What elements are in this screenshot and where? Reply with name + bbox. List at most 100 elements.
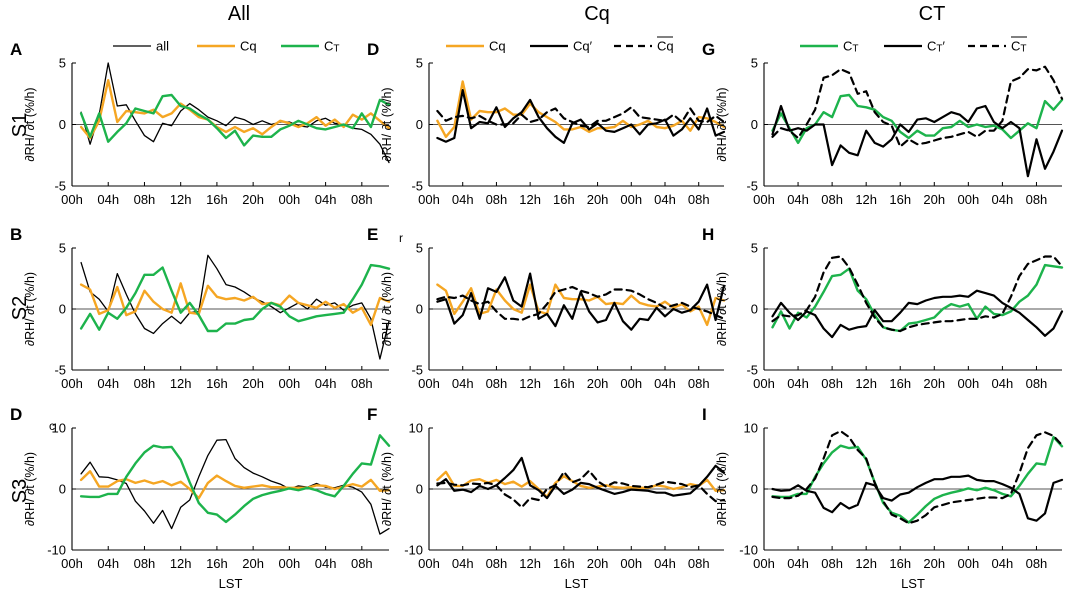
x-tick-label: 16h xyxy=(553,556,575,571)
x-tick-label: 08h xyxy=(134,376,156,391)
x-tick-label: 08h xyxy=(1026,376,1048,391)
x-tick-label: 12h xyxy=(170,556,192,571)
panel-letter: B xyxy=(10,225,22,244)
y-tick-label: 0 xyxy=(416,482,423,497)
x-tick-label: 04h xyxy=(992,556,1014,571)
y-tick-label: -10 xyxy=(739,543,758,558)
x-tick-label: 08h xyxy=(134,192,156,207)
x-tick-label: 04h xyxy=(315,556,337,571)
series-line-ct xyxy=(771,93,1064,145)
y-tick-label: 10 xyxy=(52,421,66,436)
y-tick-label: 0 xyxy=(751,482,758,497)
y-axis-label: ∂RH/ ∂t (%/h) xyxy=(380,87,394,161)
series-line-ct xyxy=(771,263,1064,333)
column-title-all: All xyxy=(228,3,250,25)
x-tick-label: 12h xyxy=(170,376,192,391)
series-line-ct xyxy=(771,289,1064,339)
x-tick-label: 12h xyxy=(855,556,877,571)
y-tick-label: -5 xyxy=(411,363,423,378)
legend-label: all xyxy=(156,39,169,54)
y-axis-label: ∂RH/ ∂t (%/h) xyxy=(715,452,729,526)
x-axis-label: LST xyxy=(565,576,589,591)
panel-letter: H xyxy=(702,225,714,244)
y-axis-label: ∂RH/ ∂t (%/h) xyxy=(23,87,37,161)
y-tick-label: 0 xyxy=(751,302,758,317)
x-tick-label: 04h xyxy=(787,192,809,207)
x-tick-label: 00h xyxy=(418,376,440,391)
y-tick-label: 5 xyxy=(751,56,758,71)
panel-d-s1: D -5 0 5 00h 04h 08h 12h 16h 20h 00h 04h 08h ∂RH/ ∂t … xyxy=(367,40,726,207)
x-tick-label: 04h xyxy=(97,192,119,207)
x-tick-label: 08h xyxy=(351,376,373,391)
panel-b-s2: B -5 0 5 00h 04h 08h 12h 16h 20h 00h 04h 08h ∂RH/ ∂t … xyxy=(10,225,391,391)
legend-label: CT′ xyxy=(927,39,946,55)
x-tick-label: 16h xyxy=(206,556,228,571)
y-tick-label: 5 xyxy=(59,56,66,71)
panel-h-s2: H -5 0 5 00h 04h 08h 12h 16h 20h 00h 04h 08h ∂RH/ ∂t … xyxy=(702,225,1064,391)
x-tick-label: 16h xyxy=(889,376,911,391)
x-tick-label: 16h xyxy=(889,192,911,207)
y-tick-label: 10 xyxy=(744,421,758,436)
legend-label: CT xyxy=(324,39,340,55)
x-tick-label: 20h xyxy=(587,192,609,207)
x-tick-label: 04h xyxy=(787,376,809,391)
x-tick-label: 00h xyxy=(279,376,301,391)
legend-label: Cq xyxy=(657,39,674,54)
x-tick-label: 08h xyxy=(486,376,508,391)
series-line-cq-mean xyxy=(436,106,726,129)
x-tick-label: 12h xyxy=(170,192,192,207)
x-tick-label: 16h xyxy=(889,556,911,571)
x-tick-label: 16h xyxy=(553,192,575,207)
stray-mark-c: c xyxy=(49,419,55,433)
x-tick-label: 08h xyxy=(688,192,710,207)
x-axis-label: LST xyxy=(901,576,925,591)
series-line-all xyxy=(80,62,390,164)
x-tick-label: 00h xyxy=(279,192,301,207)
x-tick-label: 00h xyxy=(418,192,440,207)
series-line-ct xyxy=(771,435,1064,524)
column-title-ct: CT xyxy=(919,3,946,25)
panel-letter: A xyxy=(10,40,22,59)
series-line-cq xyxy=(436,456,726,500)
panel-a-s1: A -5 0 5 00h 04h 08h 12h 16h 20h 00h 04h 08h ∂RH/ ∂t … xyxy=(10,40,391,207)
y-axis-label: ∂RH/ ∂t (%/h) xyxy=(715,87,729,161)
y-tick-label: 5 xyxy=(59,241,66,256)
x-tick-label: 20h xyxy=(587,376,609,391)
x-tick-label: 08h xyxy=(486,556,508,571)
x-tick-label: 20h xyxy=(923,556,945,571)
x-tick-label: 04h xyxy=(992,376,1014,391)
y-tick-label: -10 xyxy=(404,543,423,558)
y-tick-label: 0 xyxy=(416,117,423,132)
x-tick-label: 04h xyxy=(992,192,1014,207)
x-tick-label: 04h xyxy=(452,556,474,571)
x-tick-label: 12h xyxy=(855,192,877,207)
x-tick-label: 08h xyxy=(134,556,156,571)
x-tick-label: 08h xyxy=(351,556,373,571)
panel-d-s3: D -10 0 10 00h 04h 08h 12h 16h 20h 00h 04h 08h ∂RH/ ∂… xyxy=(10,405,391,591)
x-tick-label: 08h xyxy=(821,192,843,207)
legend-label: CT xyxy=(843,39,859,55)
x-tick-label: 12h xyxy=(519,556,541,571)
series-line-cq xyxy=(79,470,391,500)
x-tick-label: 16h xyxy=(206,192,228,207)
y-axis-label: ∂RH/ ∂t (%/h) xyxy=(380,272,394,346)
x-tick-label: 16h xyxy=(206,376,228,391)
x-tick-label: 00h xyxy=(957,556,979,571)
x-tick-label: 20h xyxy=(242,556,264,571)
x-tick-label: 08h xyxy=(1026,556,1048,571)
y-tick-label: -5 xyxy=(54,179,66,194)
x-tick-label: 04h xyxy=(787,556,809,571)
x-tick-label: 00h xyxy=(620,556,642,571)
legend-label: Cq′ xyxy=(573,39,593,54)
series-line-cq xyxy=(79,282,391,327)
y-tick-label: -5 xyxy=(54,363,66,378)
series-line-ct xyxy=(771,104,1064,178)
x-tick-label: 20h xyxy=(923,192,945,207)
series-line-cq xyxy=(436,470,726,499)
panel-letter: I xyxy=(702,405,707,424)
series-line-cq xyxy=(79,78,391,140)
panel-g-s1: G -5 0 5 00h 04h 08h 12h 16h 20h 00h 04h 08h ∂RH/ ∂t … xyxy=(702,40,1064,207)
x-tick-label: 00h xyxy=(61,192,83,207)
panel-letter: E xyxy=(367,225,378,244)
